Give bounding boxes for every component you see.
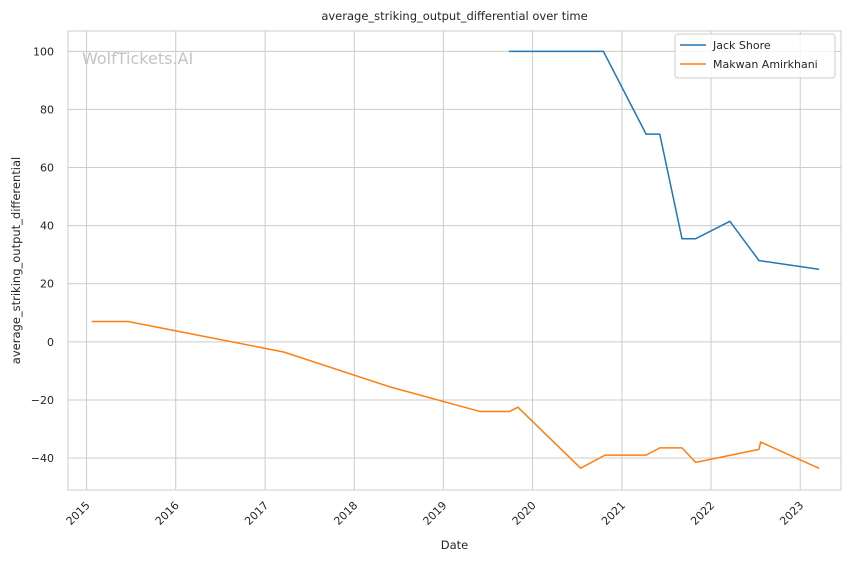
legend-box bbox=[674, 33, 836, 79]
data-point-jack-shore bbox=[508, 50, 510, 52]
x-axis-title: Date bbox=[441, 538, 469, 552]
data-point-makwan-amirkhani bbox=[604, 454, 606, 456]
data-point-makwan-amirkhani bbox=[645, 454, 647, 456]
y-tick-label: 40 bbox=[40, 220, 54, 233]
y-tick-label: 0 bbox=[47, 336, 54, 349]
data-point-jack-shore bbox=[729, 220, 731, 222]
data-point-jack-shore bbox=[681, 238, 683, 240]
data-point-makwan-amirkhani bbox=[758, 448, 760, 450]
data-point-makwan-amirkhani bbox=[681, 447, 683, 449]
data-point-jack-shore bbox=[602, 50, 604, 52]
series-line-makwan-amirkhani bbox=[92, 320, 820, 469]
legend-label: Makwan Amirkhani bbox=[713, 58, 818, 71]
data-point-makwan-amirkhani bbox=[389, 386, 391, 388]
data-point-makwan-amirkhani bbox=[580, 467, 582, 469]
data-point-makwan-amirkhani bbox=[91, 320, 93, 323]
legend: Jack Shore Makwan Amirkhani bbox=[674, 33, 836, 79]
data-point-jack-shore bbox=[645, 133, 647, 135]
data-point-jack-shore bbox=[818, 268, 820, 270]
data-point-jack-shore bbox=[659, 133, 661, 135]
grid-lines bbox=[68, 31, 841, 490]
chart-title: average_striking_output_differential ove… bbox=[321, 9, 587, 23]
data-point-jack-shore bbox=[758, 259, 760, 262]
data-point-makwan-amirkhani bbox=[283, 351, 285, 353]
data-point-jack-shore bbox=[695, 238, 697, 240]
data-point-makwan-amirkhani bbox=[508, 410, 510, 413]
data-point-makwan-amirkhani bbox=[818, 467, 820, 469]
data-point-makwan-amirkhani bbox=[479, 410, 481, 413]
y-tick-label: −40 bbox=[31, 452, 54, 465]
watermark-text: WolfTickets.AI bbox=[82, 49, 193, 68]
data-point-makwan-amirkhani bbox=[695, 461, 697, 464]
y-tick-label: 80 bbox=[40, 103, 54, 116]
data-point-makwan-amirkhani bbox=[760, 441, 762, 443]
plot-area-frame bbox=[67, 30, 842, 491]
data-point-makwan-amirkhani bbox=[659, 447, 661, 449]
y-axis-title: average_striking_output_differential bbox=[9, 157, 23, 364]
legend-label: Jack Shore bbox=[712, 39, 771, 52]
y-tick-label: 60 bbox=[40, 162, 54, 175]
data-point-makwan-amirkhani bbox=[127, 320, 129, 323]
y-tick-label: 100 bbox=[33, 45, 54, 58]
data-point-makwan-amirkhani bbox=[517, 406, 519, 408]
y-axis-ticks: −40 −20 0 20 40 60 80 100 bbox=[31, 45, 54, 465]
y-tick-label: 20 bbox=[40, 278, 54, 291]
y-tick-label: −20 bbox=[31, 394, 54, 407]
series-layer bbox=[91, 50, 820, 469]
